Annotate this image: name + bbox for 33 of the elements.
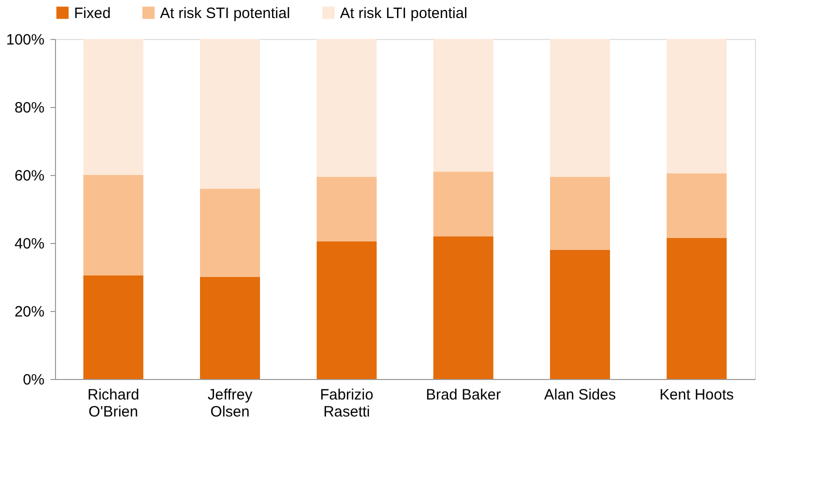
x-tick-label: Brad Baker [426, 386, 501, 404]
x-tick-label: Alan Sides [544, 386, 616, 404]
bar [433, 172, 494, 236]
legend-label: At risk STI potential [160, 4, 290, 22]
bar [200, 277, 260, 379]
bar [83, 275, 144, 379]
bar [550, 176, 610, 250]
y-tick-label: 100% [6, 32, 44, 48]
bar [200, 188, 260, 277]
bar [83, 39, 144, 175]
bar [316, 39, 377, 177]
x-tick-label: Richard O'Brien [87, 386, 140, 420]
bar [550, 39, 610, 177]
bar [550, 250, 610, 379]
bar [666, 39, 727, 174]
legend-label: Fixed [74, 4, 111, 22]
bar [200, 39, 260, 189]
bar [316, 241, 377, 379]
y-tick-label: 80% [14, 100, 44, 116]
bar [666, 238, 727, 379]
legend-label: At risk LTI potential [340, 4, 468, 22]
y-tick-label: 0% [22, 372, 44, 388]
y-tick-label: 40% [14, 236, 44, 252]
bar [666, 173, 727, 238]
bar [83, 175, 144, 276]
bar [433, 39, 494, 172]
x-tick-label: Fabrizio Rasetti [320, 386, 374, 420]
bar [316, 176, 377, 242]
x-tick-label: Jeffrey Olsen [208, 386, 253, 420]
bar [433, 236, 494, 379]
y-tick-label: 20% [14, 304, 44, 320]
y-tick-label: 60% [14, 168, 44, 184]
x-tick-label: Kent Hoots [660, 386, 734, 404]
